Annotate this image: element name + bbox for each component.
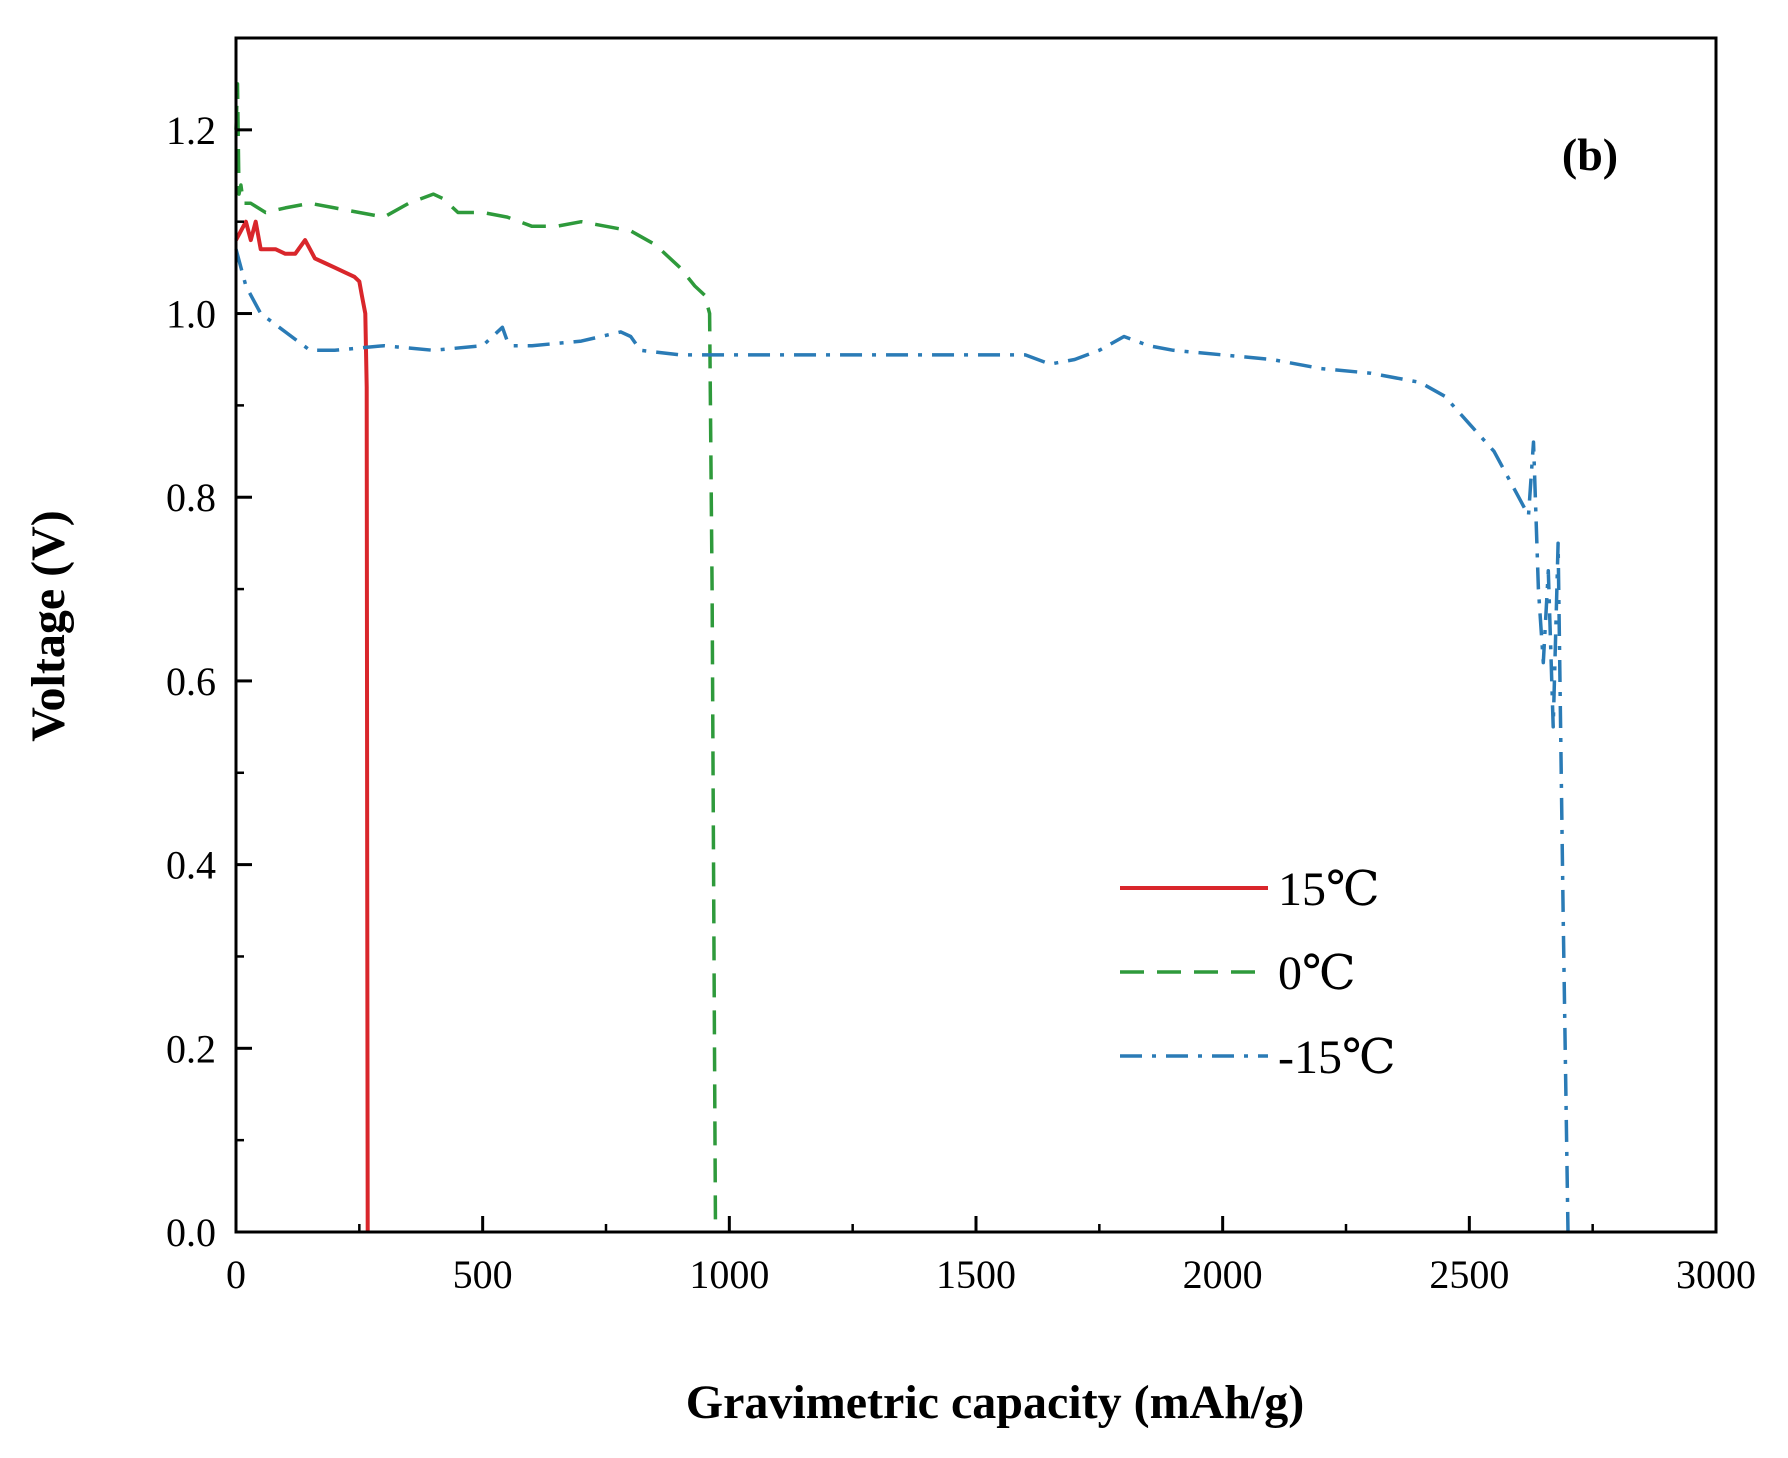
series-layer bbox=[234, 82, 1570, 1233]
legend: 15℃ 0℃ -15℃ bbox=[1120, 863, 1396, 1084]
legend-label-2: -15℃ bbox=[1278, 1031, 1396, 1084]
y-tick-label: 0.4 bbox=[166, 843, 216, 888]
x-tick-label: 2000 bbox=[1183, 1252, 1263, 1297]
x-tick-label: 0 bbox=[226, 1252, 246, 1297]
x-tick-label: 500 bbox=[453, 1252, 513, 1297]
legend-label-1: 0℃ bbox=[1278, 947, 1356, 1000]
y-tick-label: 1.2 bbox=[166, 108, 216, 153]
series-line-2 bbox=[234, 248, 1570, 1233]
axes-layer: 0 500 1000 1500 2000 2500 3000 0.0 0.2 0.4 0.6 0.8 1… bbox=[166, 36, 1756, 1297]
x-axis-title: Gravimetric capacity (mAh/g) bbox=[686, 1376, 1304, 1429]
y-tick-label: 0.8 bbox=[166, 475, 216, 520]
x-tick-label: 1000 bbox=[689, 1252, 769, 1297]
series-line-1 bbox=[234, 82, 718, 1233]
y-axis-title: Voltage (V) bbox=[22, 510, 75, 742]
y-tick-label: 0.0 bbox=[166, 1210, 216, 1255]
series-line-0 bbox=[234, 219, 370, 1233]
y-tick-label: 0.2 bbox=[166, 1026, 216, 1071]
x-tick-label: 3000 bbox=[1676, 1252, 1756, 1297]
y-tick-label: 0.6 bbox=[166, 659, 216, 704]
y-tick-label: 1.0 bbox=[166, 292, 216, 337]
legend-label-0: 15℃ bbox=[1278, 863, 1380, 916]
panel-label: (b) bbox=[1562, 129, 1618, 180]
x-tick-label: 1500 bbox=[936, 1252, 1016, 1297]
x-tick-label: 2500 bbox=[1429, 1252, 1509, 1297]
